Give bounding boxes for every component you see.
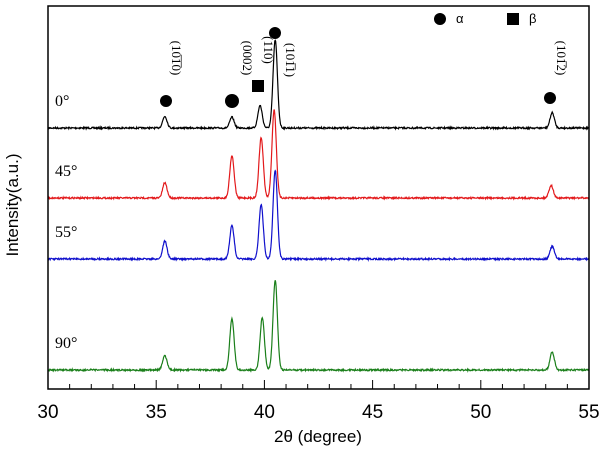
- miller-index-label: (101̅1): [283, 43, 298, 77]
- legend-circle-icon: [434, 13, 446, 25]
- alpha-peak-marker: [544, 92, 556, 104]
- x-tick-label: 40: [254, 402, 275, 423]
- peak-annotations: (10̅1̅0) (0002) (110) (101̅1) (101̅2): [169, 36, 569, 77]
- alpha-peak-marker: [160, 95, 172, 107]
- y-axis-title: Intensity(a.u.): [3, 154, 22, 257]
- x-tick-label: 45: [362, 402, 383, 423]
- miller-index-label: (0002): [240, 41, 255, 76]
- alpha-peak-marker: [269, 27, 281, 39]
- series-label-2: 55°: [55, 224, 77, 241]
- series-label-1: 45°: [55, 163, 77, 180]
- series-label-0: 0°: [55, 93, 69, 110]
- miller-index-label: (101̅2): [554, 41, 569, 76]
- series-line-2: [47, 169, 590, 262]
- legend-label: α: [456, 11, 464, 26]
- series-line-0: [47, 39, 590, 131]
- miller-index-label: (110): [261, 36, 276, 64]
- beta-peak-marker: [252, 80, 264, 92]
- legend-square-icon: [507, 13, 519, 25]
- legend-label: β: [529, 11, 536, 26]
- series-line-1: [47, 109, 590, 201]
- x-tick-label: 55: [578, 402, 599, 423]
- x-tick-label: 50: [470, 402, 491, 423]
- miller-index-label: (10̅1̅0): [169, 41, 184, 76]
- series-labels: 0° 45° 55° 90°: [55, 93, 77, 352]
- series-line-3: [47, 280, 590, 373]
- series-layer: [47, 39, 590, 373]
- series-label-3: 90°: [55, 335, 77, 352]
- x-tick-label: 35: [146, 402, 167, 423]
- peak-marker-layer: [160, 27, 556, 108]
- x-axis-tick-labels: 30 35 40 45 50 55: [37, 402, 599, 423]
- x-axis-title: 2θ (degree): [274, 427, 362, 446]
- plot-frame: [47, 5, 590, 390]
- alpha-peak-marker: [225, 94, 239, 108]
- x-tick-label: 30: [37, 402, 58, 423]
- x-axis-ticks: [69, 380, 568, 389]
